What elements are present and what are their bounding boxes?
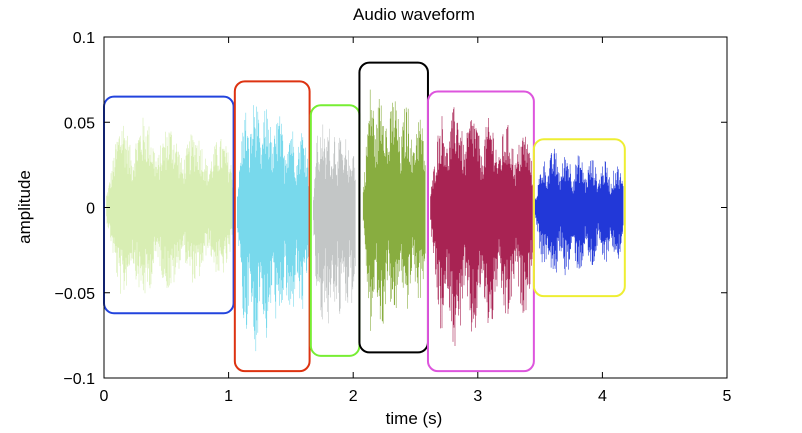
waveform-segment-2 [237, 105, 309, 352]
segment-box-6 [532, 138, 626, 298]
waveform-segment-3 [313, 124, 356, 324]
x-axis-label: time (s) [386, 409, 443, 428]
y-tick-label: −0.05 [55, 286, 96, 303]
x-tick-label: 5 [723, 388, 732, 405]
waveform-segment-6 [534, 148, 624, 276]
y-tick-label: 0 [86, 201, 95, 218]
y-axis-label: amplitude [15, 170, 34, 244]
x-tick-label: 3 [473, 388, 482, 405]
segment-box-2 [233, 80, 311, 373]
waveform-group [106, 89, 624, 352]
chart-title: Audio waveform [353, 5, 475, 24]
waveform-segment-5 [430, 107, 533, 346]
waveform-segment-4 [362, 89, 426, 331]
x-tick-label: 1 [224, 388, 233, 405]
x-axis-ticks: 0 1 2 3 4 5 [100, 37, 732, 405]
waveform-segment-1 [106, 117, 234, 294]
x-tick-label: 4 [598, 388, 607, 405]
segment-box-group [103, 61, 626, 373]
y-tick-label: −0.1 [63, 371, 95, 388]
x-tick-label: 0 [100, 388, 109, 405]
y-tick-label: 0.05 [64, 115, 95, 132]
x-tick-label: 2 [349, 388, 358, 405]
y-tick-label: 0.1 [73, 30, 95, 47]
y-axis-ticks: 0.1 0.05 0 −0.05 −0.1 [55, 30, 727, 388]
plot-area: 0 1 2 3 4 5 0.1 0.05 0 −0.05 −0.1 [55, 30, 732, 405]
